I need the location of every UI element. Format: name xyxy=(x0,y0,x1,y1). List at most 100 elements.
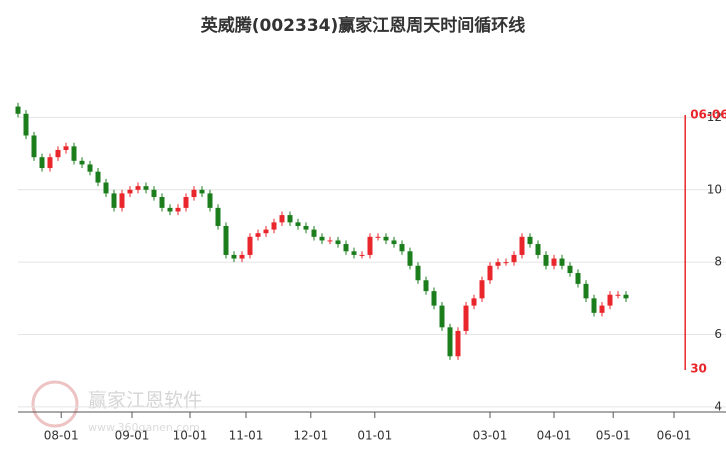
candle xyxy=(351,247,357,259)
candle xyxy=(607,291,613,310)
candle xyxy=(567,262,573,277)
candle xyxy=(583,280,589,302)
candle xyxy=(407,247,413,270)
candle xyxy=(239,251,245,263)
candle xyxy=(207,189,213,212)
candle xyxy=(87,160,93,176)
candle xyxy=(295,218,301,230)
candle-body xyxy=(87,164,93,172)
x-tick-label: 01-01 xyxy=(357,429,392,443)
candle xyxy=(343,240,349,255)
candle-body xyxy=(79,160,85,165)
candle-body xyxy=(239,254,245,259)
candle xyxy=(623,291,629,302)
watermark: 赢家江恩软件 www.360ganen.com xyxy=(31,380,202,434)
candle xyxy=(167,204,173,216)
candle-body xyxy=(607,294,613,306)
candle-body xyxy=(399,244,405,252)
candle-body xyxy=(71,146,77,161)
candle-body xyxy=(375,236,381,238)
candle xyxy=(479,276,485,302)
candle xyxy=(575,269,581,288)
candle xyxy=(311,225,317,241)
candle-body xyxy=(439,305,445,328)
y-tick-label: 6 xyxy=(714,327,722,341)
candle xyxy=(455,327,461,360)
candle-body xyxy=(559,258,565,266)
candle-body xyxy=(503,262,509,264)
candle xyxy=(199,186,205,198)
candle xyxy=(55,146,61,161)
candle-body xyxy=(519,236,525,255)
candle-body xyxy=(143,186,149,190)
candle-body xyxy=(551,258,557,266)
candle-body xyxy=(567,265,573,274)
candle xyxy=(367,233,373,259)
candle-body xyxy=(511,254,517,263)
candle-body xyxy=(407,251,413,266)
y-tick-label: 10 xyxy=(707,182,722,196)
candle-body xyxy=(15,106,21,114)
candle-body xyxy=(487,265,493,281)
candle xyxy=(359,251,365,259)
candle xyxy=(399,240,405,255)
x-tick-label: 03-01 xyxy=(473,429,508,443)
candle-body xyxy=(31,135,37,158)
candle-body xyxy=(599,305,605,313)
candle xyxy=(103,178,109,198)
candle xyxy=(191,186,197,201)
candle-body xyxy=(423,280,429,292)
candle-body xyxy=(303,225,309,230)
candle-body xyxy=(207,193,213,208)
candle-body xyxy=(471,298,477,306)
candle xyxy=(591,294,597,317)
candle xyxy=(503,258,509,266)
candle-body xyxy=(535,244,541,255)
candle xyxy=(111,189,117,212)
candle-body xyxy=(23,113,29,136)
candle-body xyxy=(103,182,109,194)
candle xyxy=(63,142,69,154)
candle xyxy=(159,193,165,212)
candle xyxy=(71,142,77,165)
candle-body xyxy=(215,207,221,226)
cycle-top-label: 06-06 xyxy=(690,108,726,122)
candle xyxy=(39,153,45,172)
candle xyxy=(599,301,605,317)
candle-body xyxy=(279,215,285,223)
candle-body xyxy=(583,283,589,299)
candle xyxy=(391,236,397,248)
candle xyxy=(431,287,437,310)
candle-body xyxy=(191,189,197,198)
candle xyxy=(319,233,325,245)
candle-body xyxy=(575,273,581,284)
candle-body xyxy=(351,251,357,255)
candle-body xyxy=(463,305,469,331)
candle xyxy=(511,251,517,266)
candle xyxy=(543,251,549,270)
x-tick-label: 12-01 xyxy=(293,429,328,443)
candle-body xyxy=(623,294,629,299)
candle-body xyxy=(591,298,597,313)
candle-body xyxy=(199,189,205,194)
candle-body xyxy=(367,236,373,255)
candle-body xyxy=(447,327,453,357)
candle-body xyxy=(335,240,341,245)
candle xyxy=(175,204,181,216)
candle-body xyxy=(151,189,157,198)
candle xyxy=(247,233,253,259)
candle xyxy=(415,262,421,284)
candle-body xyxy=(319,236,325,241)
candle xyxy=(119,189,125,212)
candle-body xyxy=(63,146,69,150)
cycle-bottom-label: 30 xyxy=(690,362,707,376)
candle xyxy=(535,240,541,259)
candle xyxy=(287,211,293,226)
y-tick-label: 8 xyxy=(714,255,722,269)
candle xyxy=(551,254,557,270)
candle xyxy=(215,204,221,230)
watermark-logo xyxy=(31,380,79,428)
candle xyxy=(223,222,229,259)
candle xyxy=(47,153,53,172)
candle xyxy=(423,276,429,295)
